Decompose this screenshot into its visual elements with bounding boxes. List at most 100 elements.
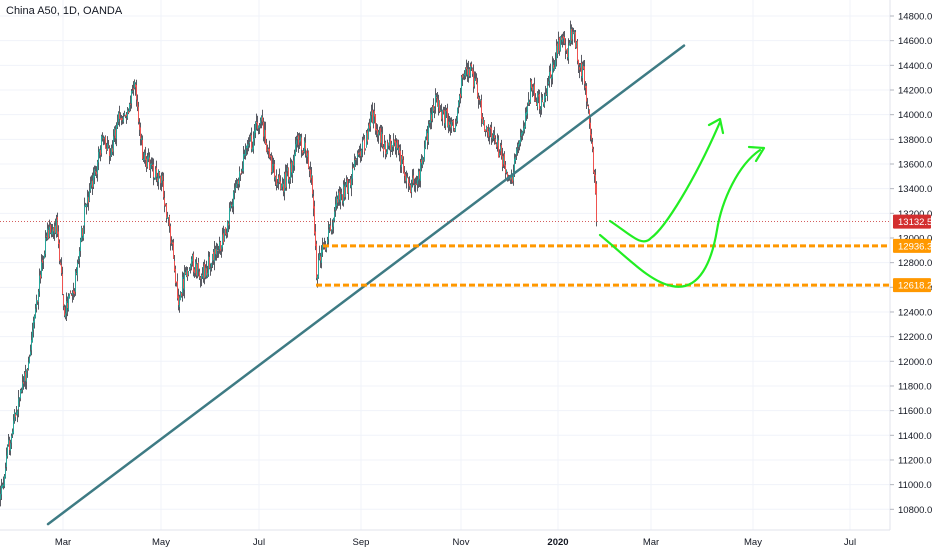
candle-body — [36, 299, 37, 308]
candle-body — [533, 86, 534, 91]
candle-body — [297, 137, 298, 139]
price-labels: 13132.5 12936.3 12618.2 — [893, 214, 932, 293]
candle-body — [73, 290, 74, 294]
candle-body — [396, 142, 397, 150]
candle-body — [313, 196, 314, 209]
candle-body — [104, 136, 105, 139]
candle-body — [296, 140, 297, 145]
candle-body — [586, 85, 587, 102]
candle-body — [339, 191, 340, 200]
candle-body — [400, 150, 401, 166]
candle-body — [526, 111, 527, 116]
candle-body — [253, 138, 254, 150]
candle-body — [501, 145, 502, 157]
candle-body — [107, 143, 108, 151]
candle-body — [175, 268, 176, 284]
candle-body — [242, 168, 243, 171]
candle-body — [545, 93, 546, 99]
candle-body — [467, 69, 468, 75]
candle-body — [111, 148, 112, 156]
candle-body — [343, 184, 344, 204]
candle-body — [378, 132, 379, 136]
candle-body — [148, 155, 149, 160]
candle-body — [215, 249, 216, 255]
y-tick-label: 13800.0 — [898, 135, 932, 146]
candle-body — [356, 159, 357, 161]
y-tick-label: 11200.0 — [898, 455, 932, 466]
candle-body — [412, 177, 413, 183]
candle-body — [61, 264, 62, 274]
candle-body — [331, 230, 332, 232]
candle-body — [229, 207, 230, 225]
candle-body — [33, 320, 34, 330]
candle-body — [3, 484, 4, 486]
candle-body — [119, 113, 120, 119]
candle-body — [106, 148, 107, 151]
candle-body — [232, 204, 233, 207]
candle-body — [432, 107, 433, 120]
candle-body — [197, 263, 198, 277]
candle-body — [387, 143, 388, 154]
candle-body — [379, 130, 380, 132]
candle-body — [174, 260, 175, 271]
candle-body — [464, 73, 465, 76]
candle-body — [310, 169, 311, 180]
candle-body — [444, 110, 445, 124]
price-label-badge — [893, 214, 931, 229]
candle-body — [353, 167, 354, 169]
candle-body — [316, 243, 317, 278]
candle-body — [574, 31, 575, 35]
candle-body — [368, 125, 369, 140]
x-tick-label: Jul — [253, 537, 265, 548]
candle-body — [64, 307, 65, 316]
candle-body — [204, 263, 205, 278]
candle-body — [84, 205, 85, 226]
candle-body — [115, 129, 116, 139]
candle-body — [7, 445, 8, 457]
candle-body — [98, 152, 99, 163]
candle-body — [465, 68, 466, 77]
candle-body — [514, 158, 515, 172]
y-tick-label: 11000.0 — [898, 480, 932, 491]
x-tick-label: May — [152, 537, 170, 548]
candle-body — [191, 259, 192, 265]
candle-body — [188, 271, 189, 275]
x-tick-label: Jul — [844, 537, 856, 548]
candle-body — [318, 259, 319, 278]
candle-body — [596, 183, 597, 222]
candle-body — [556, 45, 557, 60]
candle-body — [409, 182, 410, 187]
candle-body — [40, 274, 41, 279]
candle-body — [55, 225, 56, 233]
price-axis: 10800.0 11000.0 11200.0 11400.0 11600.0 11800… — [890, 12, 932, 516]
candle-body — [35, 308, 36, 318]
candle-body — [86, 204, 87, 207]
candle-body — [250, 135, 251, 142]
candle-body — [56, 219, 57, 235]
candle-body — [230, 204, 231, 209]
candle-body — [473, 71, 474, 87]
candle-body — [421, 159, 422, 164]
candle-body — [205, 267, 206, 277]
candle-body — [534, 84, 535, 101]
candle-body — [504, 154, 505, 166]
candle-body — [506, 170, 507, 173]
candle-body — [500, 146, 501, 152]
candle-body — [222, 234, 223, 248]
candle-body — [62, 273, 63, 295]
candle-body — [216, 248, 217, 255]
candle-body — [220, 242, 221, 251]
candle-body — [90, 184, 91, 191]
candle-body — [181, 293, 182, 296]
candle-body — [41, 261, 42, 278]
candle-body — [276, 175, 277, 185]
candle-body — [317, 275, 318, 280]
candle-body — [319, 254, 320, 260]
candle-body — [452, 121, 453, 123]
candle-body — [167, 216, 168, 219]
candle-body — [579, 67, 580, 70]
candle-body — [592, 141, 593, 150]
candle-body — [159, 171, 160, 176]
candle-body — [543, 103, 544, 105]
